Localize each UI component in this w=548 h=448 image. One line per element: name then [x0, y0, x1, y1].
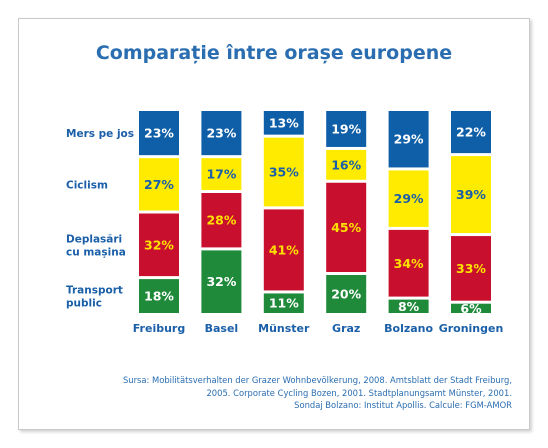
bar-segment — [139, 279, 179, 313]
chart-title: Comparație între orașe europene — [95, 42, 453, 64]
bar-value-label: 8% — [398, 299, 420, 314]
bar-value-label: 6% — [460, 301, 482, 316]
bar-value-label: 34% — [394, 256, 424, 271]
bar-segment — [388, 299, 429, 313]
category-label: Graz — [332, 322, 360, 335]
bar-value-label: 28% — [206, 213, 236, 228]
bar-segment — [451, 111, 491, 154]
bar-value-label: 23% — [144, 126, 174, 141]
source-line: Sursa: Mobilitätsverhalten der Grazer Wo… — [122, 375, 512, 385]
bar-segment — [263, 111, 304, 135]
bar-segment — [139, 158, 179, 211]
bar-segment — [201, 158, 242, 190]
bar-segment — [263, 293, 304, 313]
bar-segment — [201, 111, 242, 156]
bar-value-label: 41% — [269, 242, 299, 257]
bar-value-label: 29% — [394, 132, 424, 147]
category-label: Groningen — [439, 322, 504, 335]
bar-value-label: 32% — [144, 237, 174, 252]
bar-segment — [326, 149, 367, 180]
bar-value-label: 29% — [394, 191, 424, 206]
bar-value-label: 17% — [206, 167, 236, 182]
series-label: Ciclism — [66, 179, 108, 191]
bar-value-label: 39% — [456, 187, 486, 202]
bar-value-label: 19% — [331, 121, 361, 136]
source-line: Sondaj Bolzano: Institut Apollis. Calcul… — [294, 400, 512, 410]
bar-value-label: 23% — [206, 126, 236, 141]
bar-value-label: 27% — [144, 177, 174, 192]
bar-segment — [388, 111, 429, 168]
bar-segment — [388, 229, 429, 297]
bar-segment — [139, 111, 179, 156]
source-note: Sursa: Mobilitätsverhalten der Grazer Wo… — [92, 374, 512, 412]
series-label: Deplasări — [66, 233, 122, 245]
category-label: Münster — [258, 322, 310, 335]
bar-value-label: 13% — [269, 115, 299, 130]
bar-value-label: 32% — [206, 274, 236, 289]
bar-segment — [451, 236, 491, 301]
bar-value-label: 18% — [144, 289, 174, 304]
bar-value-label: 45% — [331, 220, 361, 235]
bar-segment — [451, 303, 491, 313]
series-label: Transport — [66, 285, 123, 297]
source-line: 2005. Corporate Cycling Bozen, 2001. Sta… — [206, 387, 512, 398]
category-label: Freiburg — [133, 322, 185, 335]
bar-value-label: 11% — [269, 296, 299, 311]
bar-segment — [263, 209, 304, 291]
series-label: public — [66, 298, 102, 310]
bar-segment — [263, 137, 304, 207]
category-label: Bolzano — [384, 322, 433, 335]
bar-value-label: 33% — [456, 261, 486, 276]
bar-segment — [326, 111, 367, 147]
bar-segment — [451, 156, 491, 234]
bar-segment — [201, 250, 242, 313]
category-label: Basel — [205, 322, 239, 335]
bar-value-label: 20% — [331, 287, 361, 302]
bar-value-label: 35% — [269, 165, 299, 180]
bar-segment — [388, 170, 429, 227]
bar-value-label: 22% — [456, 125, 486, 140]
bar-value-label: 16% — [331, 157, 361, 172]
bar-segment — [201, 193, 242, 248]
series-label: Mers pe jos — [66, 128, 134, 140]
bar-segment — [326, 275, 367, 313]
series-label: cu mașina — [66, 246, 126, 258]
bar-segment — [326, 182, 367, 272]
bar-segment — [139, 213, 179, 277]
